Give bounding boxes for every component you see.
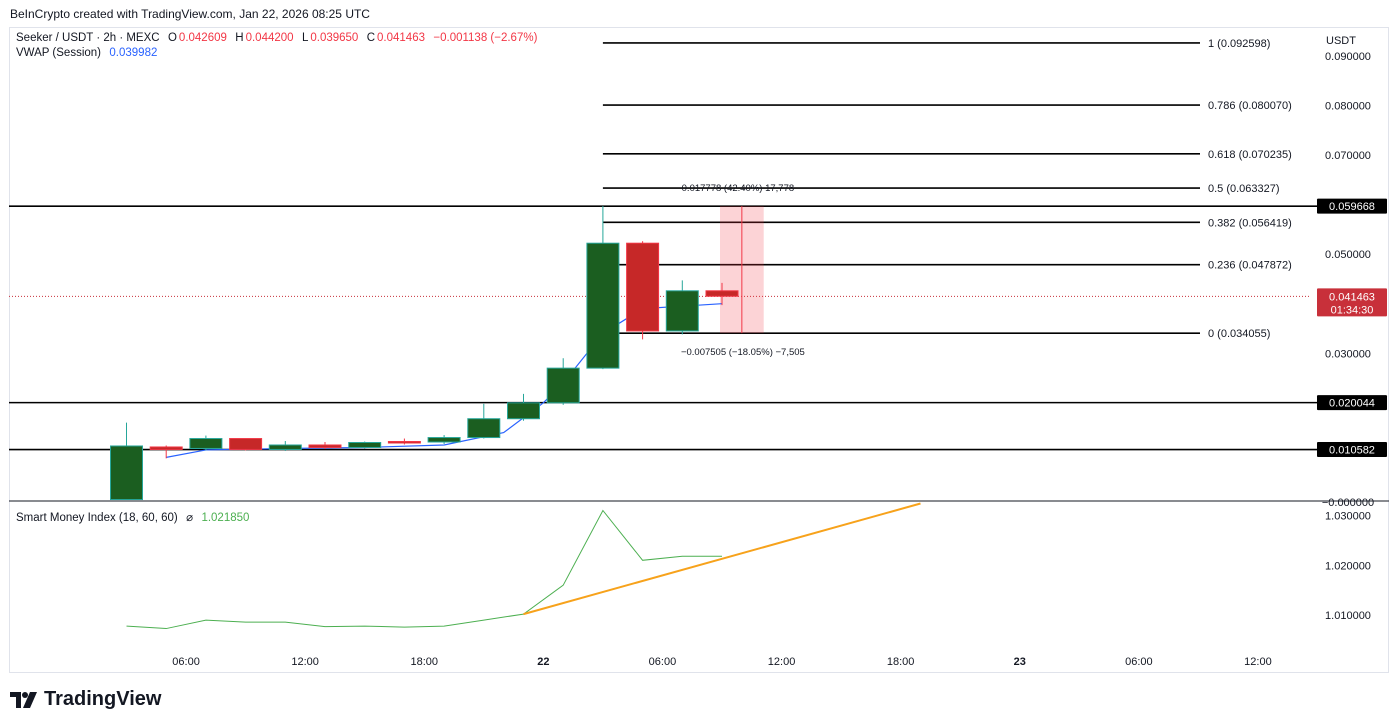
time-axis-tick: 18:00 <box>410 656 438 668</box>
price-axis-currency: USDT <box>1326 35 1356 47</box>
open-label: O <box>167 32 177 44</box>
candle-body <box>229 438 263 450</box>
price-legend: Seeker / USDT · 2h · MEXC O 0.042609 H 0.0… <box>16 32 539 44</box>
smi-legend: Smart Money Index (18, 60, 60) ⌀ 1.02185… <box>16 510 251 524</box>
fib-level-label: 0.5 (0.063327) <box>1208 183 1280 195</box>
candle-body <box>308 444 342 448</box>
smi-settings-icon[interactable]: ⌀ <box>186 512 194 524</box>
time-axis-tick: 18:00 <box>887 656 915 668</box>
time-axis-tick: 12:00 <box>768 656 796 668</box>
smi-trendline <box>523 502 921 616</box>
candle-body <box>110 445 143 501</box>
smi-label: Smart Money Index (18, 60, 60) <box>16 512 178 524</box>
vwap-label: VWAP (Session) <box>16 47 101 59</box>
candle-body <box>149 446 183 450</box>
key-level-badge <box>1317 395 1387 411</box>
fib-level-label: 0.786 (0.080070) <box>1208 100 1292 112</box>
close-value: 0.041463 <box>377 32 425 44</box>
tradingview-logo: TradingView <box>10 688 161 711</box>
candle-body <box>507 402 540 420</box>
candle-body <box>467 418 501 439</box>
smi-axis-tick: 1.020000 <box>1325 560 1371 572</box>
candle-body <box>268 444 302 450</box>
price-axis-tick: 0.070000 <box>1325 150 1371 162</box>
candle-body <box>586 242 620 369</box>
time-axis-tick: 06:00 <box>172 656 200 668</box>
close-label: C <box>366 32 376 44</box>
time-axis-tick: 06:00 <box>649 656 677 668</box>
smi-axis-tick: 1.010000 <box>1325 610 1371 622</box>
candle-body <box>705 290 739 297</box>
price-axis-tick: −0.000000 <box>1322 497 1374 509</box>
key-level-badge <box>1317 442 1387 458</box>
smi-value: 1.021850 <box>201 512 250 524</box>
tradingview-logo-icon <box>10 691 37 708</box>
measure-lower-label: −0.007505 (−18.05%) −7,505 <box>681 347 805 358</box>
fib-level-label: 0.236 (0.047872) <box>1208 260 1292 272</box>
vwap-value: 0.039982 <box>109 47 158 59</box>
bar-countdown-label: 01:34:30 <box>1331 304 1374 316</box>
price-change: −0.001138 (−2.67%) <box>433 32 538 44</box>
current-price-label: 0.041463 <box>1329 291 1375 303</box>
price-axis-tick: 0.050000 <box>1325 249 1371 261</box>
time-axis-tick: 12:00 <box>1244 656 1272 668</box>
time-axis-tick: 22 <box>537 656 549 668</box>
tradingview-logo-text: TradingView <box>44 688 162 710</box>
candle-body <box>626 242 660 332</box>
measure-upper-label: 0.017778 (42.40%) 17,778 <box>682 183 795 194</box>
key-level-label: 0.010582 <box>1329 445 1375 457</box>
price-axis-tick: 0.090000 <box>1325 51 1371 63</box>
chart-frame <box>9 27 1389 673</box>
time-axis-tick: 06:00 <box>1125 656 1153 668</box>
time-axis-tick: 12:00 <box>291 656 319 668</box>
key-level-label: 0.059668 <box>1329 201 1375 213</box>
key-level-label: 0.020044 <box>1329 398 1375 410</box>
candle-body <box>427 437 461 443</box>
fib-level-label: 0.382 (0.056419) <box>1208 217 1292 229</box>
fib-level-label: 1 (0.092598) <box>1208 38 1270 50</box>
candle-body <box>189 438 223 449</box>
open-value: 0.042609 <box>178 32 227 44</box>
smi-line <box>126 509 722 630</box>
key-level-badge <box>1317 198 1387 214</box>
price-axis-tick: 0.080000 <box>1325 100 1371 112</box>
time-axis-tick: 23 <box>1014 656 1026 668</box>
vwap-legend: VWAP (Session) 0.039982 <box>16 47 159 59</box>
low-label: L <box>301 32 309 44</box>
fib-level-label: 0.618 (0.070235) <box>1208 149 1292 161</box>
candle-body <box>387 441 421 444</box>
current-price-badge <box>1317 288 1387 317</box>
fib-level-label: 0 (0.034055) <box>1208 328 1270 340</box>
high-value: 0.044200 <box>245 32 294 44</box>
symbol-title: Seeker / USDT · 2h · MEXC <box>16 32 160 44</box>
high-label: H <box>235 32 244 44</box>
low-value: 0.039650 <box>310 32 359 44</box>
candle-body <box>348 442 382 448</box>
price-axis-tick: 0.030000 <box>1325 348 1371 360</box>
chart-attribution: BeInCrypto created with TradingView.com,… <box>10 7 370 21</box>
smi-axis-tick: 1.030000 <box>1325 510 1371 522</box>
candle-body <box>665 290 699 332</box>
candle-body <box>546 367 580 404</box>
